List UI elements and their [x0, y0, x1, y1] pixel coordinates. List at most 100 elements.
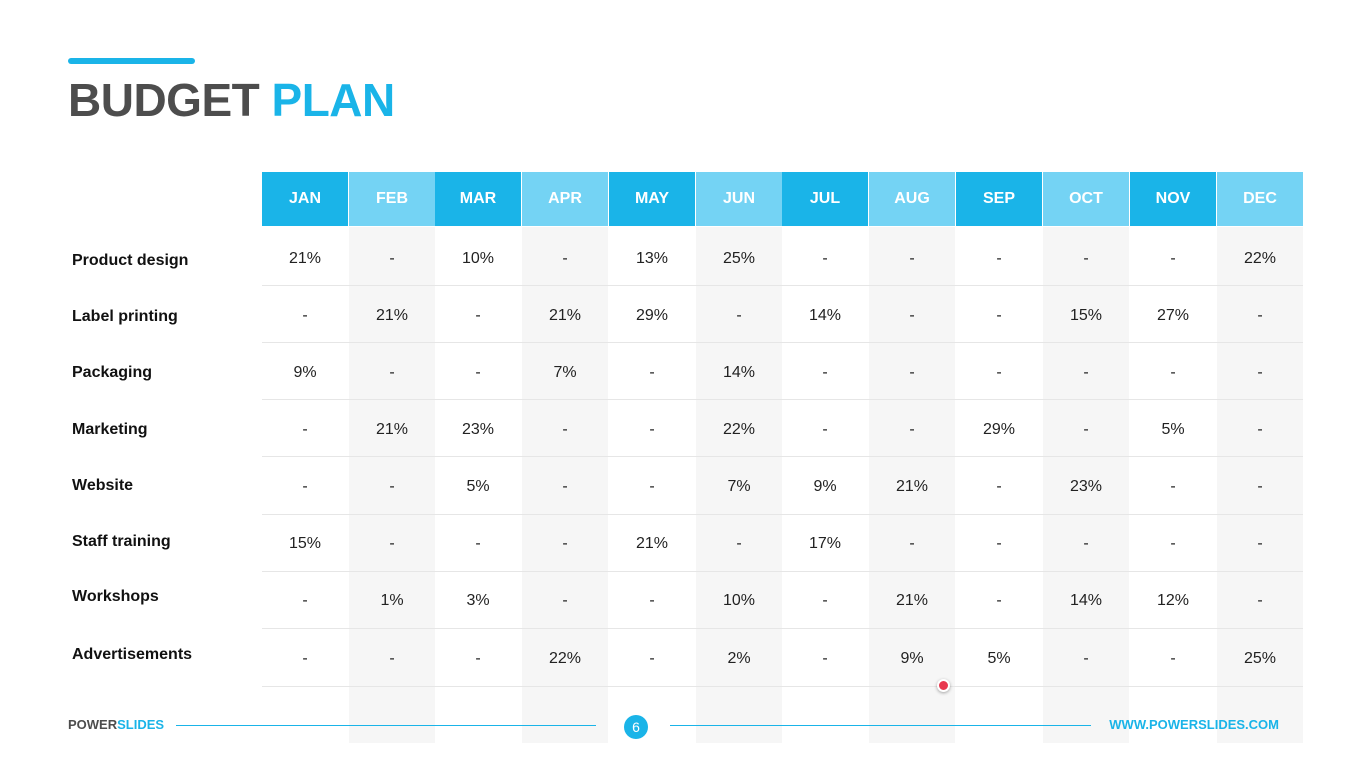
table-cell: - [302, 478, 308, 495]
table-cell: - [1170, 364, 1176, 381]
table-cell: 14% [808, 307, 842, 324]
month-header-mar: MAR [435, 172, 521, 226]
table-cell: - [822, 250, 828, 267]
month-header-jan: JAN [262, 172, 348, 226]
month-header-oct: OCT [1043, 172, 1129, 226]
table-cell: 5% [987, 650, 1011, 667]
table-cell: 14% [1069, 592, 1103, 609]
column-stripe [349, 227, 435, 743]
table-cell: 27% [1156, 307, 1190, 324]
page-title: BUDGET PLAN [68, 72, 395, 128]
table-cell: - [909, 535, 915, 552]
table-cell: - [475, 307, 481, 324]
month-header-aug: AUG [869, 172, 955, 226]
month-header-may: MAY [609, 172, 695, 226]
column-stripe [869, 227, 955, 743]
page-number-badge: 6 [624, 715, 648, 739]
table-cell: 25% [722, 250, 756, 267]
table-cell: 29% [982, 421, 1016, 438]
table-cell: - [475, 535, 481, 552]
table-cell: - [996, 364, 1002, 381]
table-cell: - [475, 650, 481, 667]
title-part-budget: BUDGET [68, 74, 260, 126]
table-cell: - [1170, 535, 1176, 552]
table-cell: 29% [635, 307, 669, 324]
table-cell: - [1083, 364, 1089, 381]
table-cell: - [562, 421, 568, 438]
table-cell: - [909, 250, 915, 267]
table-cell: - [389, 535, 395, 552]
row-divider [262, 399, 1303, 400]
table-cell: - [389, 478, 395, 495]
table-cell: 2% [727, 650, 751, 667]
footer-url[interactable]: WWW.POWERSLIDES.COM [1109, 717, 1279, 732]
table-cell: - [736, 307, 742, 324]
column-stripe [1217, 227, 1303, 743]
table-cell: - [1083, 421, 1089, 438]
table-cell: - [736, 535, 742, 552]
table-cell: 17% [808, 535, 842, 552]
table-cell: - [1257, 592, 1263, 609]
table-cell: - [996, 592, 1002, 609]
row-label: Label printing [72, 308, 178, 325]
table-cell: - [1257, 364, 1263, 381]
table-cell: 22% [548, 650, 582, 667]
table-cell: - [649, 421, 655, 438]
table-cell: 5% [466, 478, 490, 495]
row-label: Workshops [72, 588, 159, 605]
column-stripe [696, 227, 782, 743]
table-cell: 25% [1243, 650, 1277, 667]
month-header-apr: APR [522, 172, 608, 226]
row-label: Marketing [72, 421, 148, 438]
table-cell: - [475, 364, 481, 381]
month-header-jul: JUL [782, 172, 868, 226]
table-cell: - [822, 592, 828, 609]
table-cell: - [996, 307, 1002, 324]
footer-line-right [670, 725, 1091, 726]
table-cell: - [649, 364, 655, 381]
table-cell: - [1170, 478, 1176, 495]
table-cell: - [822, 650, 828, 667]
footer-line-left [176, 725, 596, 726]
row-divider [262, 514, 1303, 515]
table-cell: 5% [1161, 421, 1185, 438]
row-divider [262, 686, 1303, 687]
table-cell: 21% [635, 535, 669, 552]
table-cell: - [996, 478, 1002, 495]
row-divider [262, 285, 1303, 286]
table-cell: 9% [293, 364, 317, 381]
table-cell: 21% [288, 250, 322, 267]
table-cell: - [562, 535, 568, 552]
table-cell: - [909, 307, 915, 324]
table-cell: - [302, 307, 308, 324]
table-cell: 23% [1069, 478, 1103, 495]
row-divider [262, 456, 1303, 457]
month-header-nov: NOV [1130, 172, 1216, 226]
table-cell: 10% [461, 250, 495, 267]
row-divider [262, 628, 1303, 629]
table-cell: - [1257, 307, 1263, 324]
table-cell: 3% [466, 592, 490, 609]
table-cell: - [1257, 478, 1263, 495]
table-cell: - [1257, 535, 1263, 552]
title-part-plan: PLAN [271, 74, 396, 126]
row-divider [262, 342, 1303, 343]
table-cell: - [909, 421, 915, 438]
table-cell: 1% [380, 592, 404, 609]
table-cell: - [302, 592, 308, 609]
table-cell: 7% [553, 364, 577, 381]
table-cell: - [649, 650, 655, 667]
table-cell: - [389, 250, 395, 267]
row-label: Product design [72, 252, 189, 269]
table-cell: 22% [722, 421, 756, 438]
month-header-sep: SEP [956, 172, 1042, 226]
table-cell: - [562, 592, 568, 609]
table-cell: 21% [375, 307, 409, 324]
month-header-jun: JUN [696, 172, 782, 226]
table-cell: - [996, 250, 1002, 267]
row-label: Website [72, 477, 134, 494]
column-stripe [522, 227, 608, 743]
table-cell: 7% [727, 478, 751, 495]
table-cell: 15% [1069, 307, 1103, 324]
month-header-feb: FEB [349, 172, 435, 226]
